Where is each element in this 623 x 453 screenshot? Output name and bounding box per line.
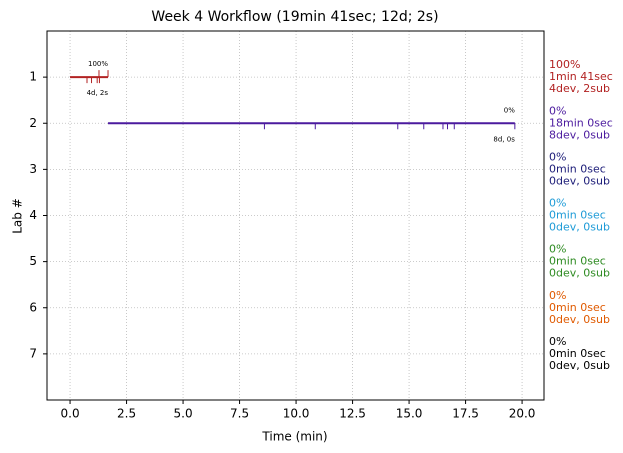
lab-summary: 0% bbox=[549, 335, 566, 348]
pct-label: 0% bbox=[504, 106, 515, 114]
lab-summary: 0dev, 0sub bbox=[549, 267, 610, 280]
lab-summary: 0dev, 0sub bbox=[549, 174, 610, 187]
lab-summary: 4dev, 2sub bbox=[549, 82, 610, 95]
y-tick-label: 4 bbox=[29, 208, 37, 222]
lab-summary: 0% bbox=[549, 197, 566, 210]
x-tick-label: 2.5 bbox=[117, 407, 136, 421]
lab-summary: 0% bbox=[549, 150, 566, 163]
lab-summary: 1min 41sec bbox=[549, 70, 613, 83]
x-tick-label: 15.0 bbox=[396, 407, 423, 421]
x-tick-label: 0.0 bbox=[61, 407, 80, 421]
lab-summary: 0dev, 0sub bbox=[549, 359, 610, 372]
x-tick-label: 12.5 bbox=[339, 407, 366, 421]
lab-summary: 0dev, 0sub bbox=[549, 221, 610, 234]
y-tick-label: 6 bbox=[29, 300, 37, 314]
lab-summary: 0% bbox=[549, 289, 566, 302]
count-label: 8d, 0s bbox=[493, 135, 515, 143]
lab-summary: 100% bbox=[549, 58, 580, 71]
count-label: 4d, 2s bbox=[87, 89, 109, 97]
y-tick-label: 1 bbox=[29, 70, 37, 84]
pct-label: 100% bbox=[88, 60, 108, 68]
lab-summary: 0dev, 0sub bbox=[549, 313, 610, 326]
plot-frame bbox=[46, 30, 545, 401]
x-tick-label: 17.5 bbox=[452, 407, 479, 421]
lab-summary: 18min 0sec bbox=[549, 116, 613, 129]
chart-title: Week 4 Workflow (19min 41sec; 12d; 2s) bbox=[151, 9, 438, 25]
x-tick-label: 20.0 bbox=[509, 407, 536, 421]
x-tick-label: 7.5 bbox=[230, 407, 249, 421]
lab-summary: 0min 0sec bbox=[549, 209, 606, 222]
lab-summary: 0min 0sec bbox=[549, 162, 606, 175]
lab-summary: 0min 0sec bbox=[549, 301, 606, 314]
x-tick-label: 10.0 bbox=[283, 407, 310, 421]
lab-summary: 0% bbox=[549, 104, 566, 117]
y-tick-label: 5 bbox=[29, 254, 37, 268]
lab-summary: 0min 0sec bbox=[549, 347, 606, 360]
y-tick-label: 2 bbox=[29, 116, 37, 130]
x-tick-label: 5.0 bbox=[174, 407, 193, 421]
lab-summary: 8dev, 0sub bbox=[549, 128, 610, 141]
y-tick-label: 3 bbox=[29, 162, 37, 176]
lab-summary: 0% bbox=[549, 243, 566, 256]
lab-summary: 0min 0sec bbox=[549, 255, 606, 268]
y-axis-label: Lab # bbox=[11, 198, 25, 234]
x-axis-label: Time (min) bbox=[261, 430, 327, 444]
y-tick-label: 7 bbox=[29, 346, 37, 360]
